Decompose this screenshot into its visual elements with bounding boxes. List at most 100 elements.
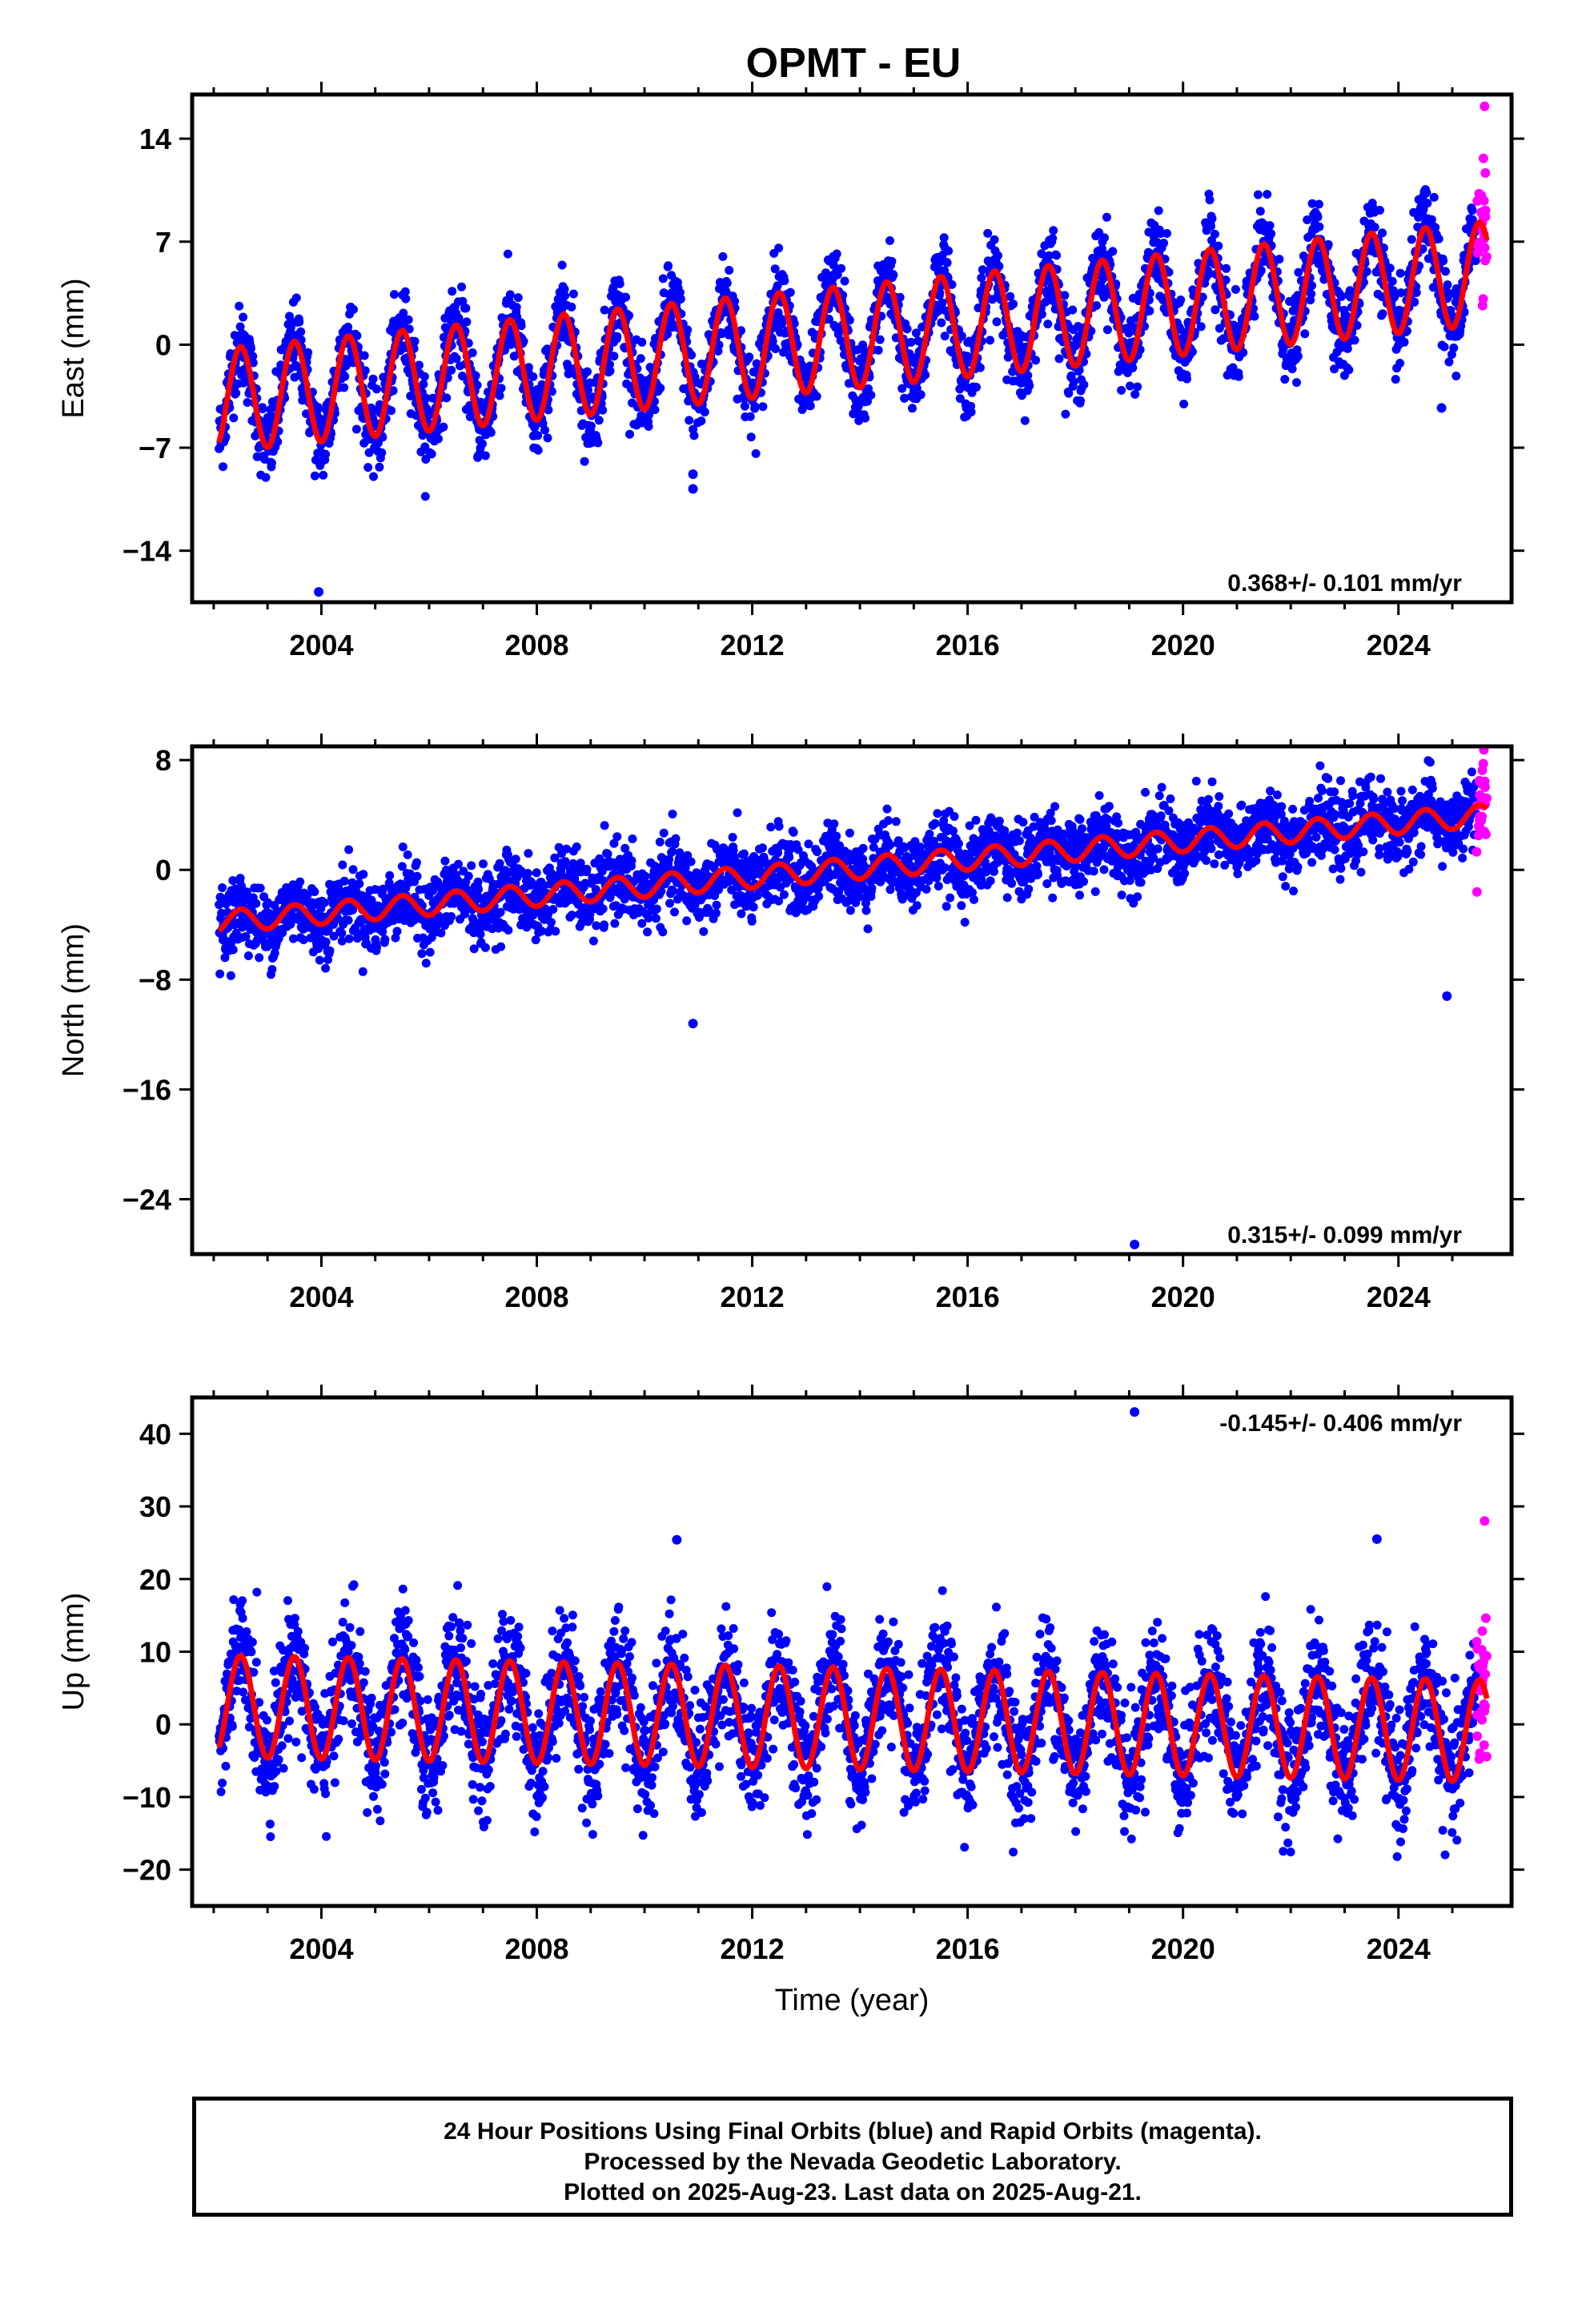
final-orbit-point bbox=[1443, 280, 1452, 290]
final-orbit-point bbox=[832, 249, 841, 259]
final-orbit-point bbox=[1341, 311, 1351, 320]
final-orbit-point bbox=[655, 837, 665, 846]
final-orbit-point bbox=[467, 861, 476, 870]
y-tick-label: −7 bbox=[139, 432, 171, 464]
final-orbit-point bbox=[372, 384, 381, 394]
rate-label: 0.368+/- 0.101 mm/yr bbox=[1227, 570, 1462, 597]
final-orbit-point bbox=[532, 868, 541, 878]
final-orbit-point bbox=[267, 458, 276, 468]
final-orbit-point bbox=[478, 439, 487, 448]
final-orbit-point bbox=[750, 402, 760, 412]
final-orbit-point bbox=[358, 967, 367, 976]
final-orbit-point bbox=[338, 860, 347, 870]
final-orbit-point bbox=[355, 879, 364, 888]
final-orbit-point bbox=[937, 318, 946, 328]
final-orbit-point bbox=[339, 383, 349, 392]
final-orbit-point bbox=[310, 887, 319, 896]
final-orbit-point bbox=[273, 437, 283, 447]
final-orbit-point bbox=[528, 372, 538, 381]
final-orbit-point bbox=[1054, 354, 1064, 364]
final-orbit-point bbox=[1253, 190, 1263, 199]
final-orbit-point bbox=[935, 288, 945, 298]
x-tick-label: 2016 bbox=[936, 629, 1000, 661]
final-orbit-point bbox=[583, 367, 592, 376]
final-orbit-point bbox=[700, 408, 709, 417]
final-orbit-point bbox=[584, 385, 592, 395]
final-orbit-point bbox=[861, 906, 871, 915]
final-orbit-point bbox=[656, 384, 665, 393]
final-orbit-points bbox=[215, 101, 1492, 597]
final-orbit-point bbox=[229, 413, 239, 423]
final-orbit-point bbox=[683, 325, 693, 335]
final-orbit-point bbox=[261, 472, 271, 482]
final-orbit-point bbox=[1100, 233, 1109, 243]
final-orbit-point bbox=[722, 279, 732, 288]
final-orbit-point bbox=[598, 405, 608, 415]
final-orbit-point bbox=[992, 317, 1002, 327]
final-orbit-point bbox=[427, 449, 436, 459]
rapid-orbit-point bbox=[1477, 300, 1488, 311]
final-orbit-point bbox=[921, 370, 930, 380]
final-orbit-point bbox=[1094, 227, 1104, 237]
final-orbit-point bbox=[511, 854, 520, 864]
final-orbit-point bbox=[1014, 339, 1024, 348]
final-orbit-point bbox=[540, 425, 549, 435]
final-orbit-point bbox=[1231, 284, 1240, 294]
final-orbit-point bbox=[1205, 195, 1215, 205]
final-orbit-point bbox=[685, 416, 694, 425]
final-orbit-point bbox=[1385, 263, 1395, 273]
final-orbit-point bbox=[1159, 239, 1169, 247]
final-orbit-point bbox=[840, 276, 849, 286]
final-orbit-point bbox=[235, 301, 244, 311]
final-orbit-point bbox=[321, 937, 331, 947]
final-orbit-point bbox=[749, 903, 758, 912]
final-orbit-point bbox=[1395, 268, 1405, 278]
final-orbit-point bbox=[235, 874, 245, 883]
final-orbit-point bbox=[740, 401, 749, 411]
rapid-orbit-point bbox=[1480, 255, 1491, 266]
outlier-point bbox=[688, 484, 698, 494]
final-orbit-point bbox=[255, 953, 264, 963]
final-orbit-point bbox=[745, 412, 755, 421]
final-orbit-point bbox=[751, 448, 761, 458]
final-orbit-point bbox=[337, 928, 347, 938]
final-orbit-point bbox=[739, 849, 749, 858]
final-orbit-point bbox=[325, 946, 335, 955]
final-orbit-point bbox=[1079, 380, 1089, 389]
final-orbit-point bbox=[942, 258, 952, 267]
final-orbit-point bbox=[388, 386, 398, 396]
final-orbit-point bbox=[1439, 342, 1449, 352]
final-orbit-point bbox=[779, 890, 789, 899]
final-orbit-point bbox=[858, 843, 868, 853]
final-orbit-point bbox=[458, 296, 468, 306]
final-orbit-point bbox=[392, 927, 402, 936]
final-orbit-point bbox=[687, 350, 697, 360]
final-orbit-point bbox=[1154, 206, 1163, 215]
final-orbit-point bbox=[339, 876, 349, 886]
final-orbit-point bbox=[1003, 352, 1013, 362]
final-orbit-point bbox=[586, 421, 596, 431]
final-orbit-point bbox=[420, 492, 430, 501]
final-orbit-point bbox=[314, 404, 323, 413]
final-orbit-point bbox=[246, 344, 255, 353]
final-orbit-point bbox=[369, 472, 378, 481]
final-orbit-point bbox=[454, 859, 463, 869]
final-orbit-point bbox=[343, 915, 353, 925]
final-orbit-point bbox=[675, 287, 685, 297]
final-orbit-point bbox=[344, 845, 354, 854]
final-orbit-point bbox=[1315, 199, 1323, 209]
final-orbit-point bbox=[398, 842, 408, 851]
final-orbit-point bbox=[712, 908, 721, 918]
final-orbit-point bbox=[533, 445, 543, 455]
final-orbit-point bbox=[1210, 229, 1219, 239]
final-orbit-point bbox=[1444, 357, 1454, 367]
final-orbit-point bbox=[447, 912, 456, 921]
final-orbit-point bbox=[248, 352, 258, 361]
final-orbit-point bbox=[911, 328, 921, 338]
final-orbit-point bbox=[1391, 375, 1400, 384]
outlier-point bbox=[314, 587, 324, 597]
final-orbit-point bbox=[251, 899, 261, 908]
final-orbit-point bbox=[813, 847, 822, 857]
